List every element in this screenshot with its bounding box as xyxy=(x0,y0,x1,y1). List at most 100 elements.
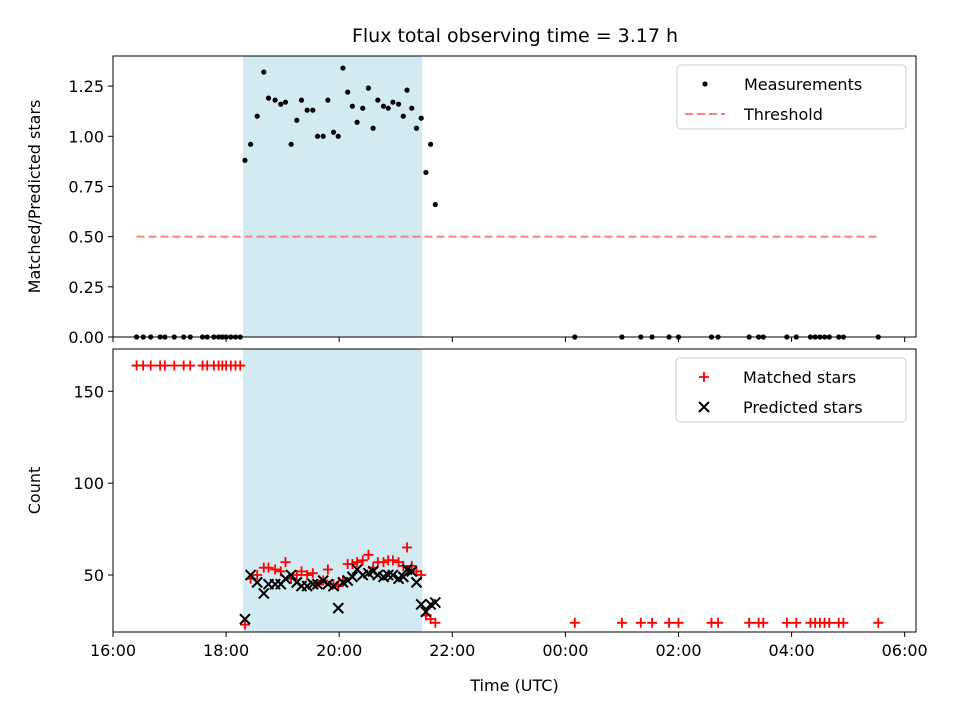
legend-marker-measurements xyxy=(702,81,708,87)
predicted-star-point xyxy=(327,580,340,592)
measurement-point xyxy=(400,113,406,119)
predicted-star-point xyxy=(387,569,399,581)
measurement-point xyxy=(423,169,429,176)
x-tick-label: 20:00 xyxy=(316,641,362,660)
matched-star-point xyxy=(673,617,684,628)
matched-star-point xyxy=(824,617,835,628)
y-axis-label: Count xyxy=(25,467,44,515)
matched-star-point xyxy=(363,549,374,560)
predicted-star-point xyxy=(406,565,418,578)
measurement-point xyxy=(304,107,310,113)
matched-star-point xyxy=(838,617,849,628)
measurement-point xyxy=(254,113,260,119)
predicted-star-point xyxy=(251,576,263,589)
matched-star-point xyxy=(616,617,627,628)
matched-star-point xyxy=(781,617,792,628)
y-tick-label: 50 xyxy=(84,566,104,585)
measurement-point xyxy=(261,69,267,75)
measurement-point xyxy=(248,141,254,147)
legend-marker-matched xyxy=(699,372,709,382)
matched-star-point xyxy=(402,542,413,553)
chart-title: Flux total observing time = 3.17 h xyxy=(352,25,678,47)
measurement-point xyxy=(360,105,366,111)
measurement-point xyxy=(390,99,396,105)
predicted-star-point xyxy=(311,578,324,590)
x-tick-label: 02:00 xyxy=(655,641,701,660)
x-tick-label: 00:00 xyxy=(542,641,588,660)
predicted-star-point xyxy=(397,571,409,583)
predicted-star-point xyxy=(429,596,442,609)
legend-box xyxy=(675,357,907,423)
predicted-star-point xyxy=(258,587,270,600)
matched-star-point xyxy=(635,617,646,628)
y-tick-label: 1.00 xyxy=(68,127,104,146)
legend-label: Predicted stars xyxy=(743,398,863,417)
matched-star-point xyxy=(758,617,769,628)
measurement-point xyxy=(385,105,391,111)
legend-label: Measurements xyxy=(744,75,862,94)
measurement-point xyxy=(375,97,381,103)
legend-label: Threshold xyxy=(743,105,823,124)
measurement-point xyxy=(320,133,326,139)
measurement-point xyxy=(325,97,331,103)
matched-star-point xyxy=(647,617,658,628)
measurement-point xyxy=(418,115,424,121)
matched-star-point xyxy=(145,360,156,371)
measurement-point xyxy=(409,105,415,111)
y-tick-label: 0.25 xyxy=(68,278,104,297)
matched-star-point xyxy=(873,617,884,628)
x-axis-label: Time (UTC) xyxy=(469,676,558,695)
measurement-point xyxy=(380,103,387,109)
predicted-star-point xyxy=(415,598,427,611)
y-tick-label: 0.75 xyxy=(68,177,104,196)
matched-star-point xyxy=(235,360,246,371)
y-tick-label: 0.00 xyxy=(68,328,104,347)
predicted-star-point xyxy=(239,613,251,625)
measurement-point xyxy=(370,125,376,131)
matched-star-point xyxy=(239,619,250,630)
measurement-point xyxy=(282,99,289,105)
y-axis-label: Matched/Predicted stars xyxy=(25,100,44,294)
legend-label: Matched stars xyxy=(743,368,856,387)
y-tick-label: 100 xyxy=(73,474,104,493)
matched-star-point xyxy=(280,557,291,568)
matched-star-point xyxy=(296,566,307,577)
matched-star-point xyxy=(159,360,170,371)
axes-frame xyxy=(112,348,917,633)
measurement-point xyxy=(294,117,300,123)
measurement-point xyxy=(340,65,346,71)
matched-star-point xyxy=(185,360,196,371)
matched-star-point xyxy=(263,562,274,573)
matched-star-point xyxy=(569,617,580,628)
measurement-point xyxy=(404,87,410,93)
predicted-star-point xyxy=(307,578,319,590)
predicted-star-point xyxy=(332,602,344,614)
matched-star-point xyxy=(713,617,724,628)
measurement-point xyxy=(395,101,402,107)
legend-box xyxy=(676,64,907,130)
matched-star-point xyxy=(328,579,339,590)
x-tick-label: 16:00 xyxy=(90,641,136,660)
matched-star-point xyxy=(169,360,180,371)
predicted-star-point xyxy=(279,573,292,585)
legend-marker-predicted xyxy=(698,401,710,413)
y-tick-label: 1.25 xyxy=(68,77,104,96)
matched-star-point xyxy=(357,555,368,566)
measurement-point xyxy=(242,157,248,163)
matched-star-point xyxy=(378,557,389,568)
matched-star-point xyxy=(791,617,802,628)
matched-star-point xyxy=(322,564,333,575)
legend: Matched stars Predicted stars xyxy=(675,357,907,423)
measurement-point xyxy=(278,101,284,107)
measurement-point xyxy=(288,141,294,147)
measurement-point xyxy=(413,125,420,131)
x-tick-label: 18:00 xyxy=(203,641,249,660)
measurement-point xyxy=(428,141,434,147)
y-tick-label: 0.50 xyxy=(68,228,104,247)
x-tick-label: 22:00 xyxy=(429,641,475,660)
legend: Measurements Threshold xyxy=(676,64,907,130)
predicted-star-point xyxy=(410,576,423,589)
axes-frame xyxy=(112,55,917,338)
y-tick-label: 150 xyxy=(73,382,104,401)
